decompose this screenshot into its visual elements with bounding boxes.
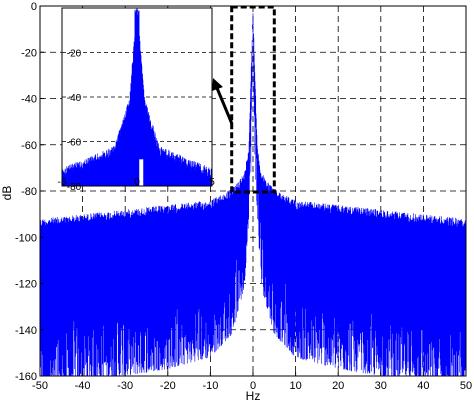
inset-y-tick-label: -20 [67, 49, 82, 60]
y-tick-label: 0 [31, 1, 37, 13]
inset-chart: -20-40-60-80-5 0 5 [58, 7, 215, 193]
x-tick-label: -40 [75, 380, 91, 392]
zoom-arrow [212, 78, 234, 125]
y-tick-label: -100 [15, 232, 37, 244]
x-tick-label: 10 [289, 380, 301, 392]
y-tick-label: -40 [21, 94, 37, 106]
y-tick-label: -120 [15, 279, 37, 291]
x-tick-label: -30 [117, 380, 133, 392]
zoom-box [230, 5, 276, 194]
inset-y-tick-label: -40 [67, 93, 82, 104]
y-axis-label: dB [0, 186, 14, 201]
x-tick-label: 30 [375, 380, 387, 392]
inset-x-tick-label: 0 [134, 177, 140, 188]
y-tick-label: -60 [21, 140, 37, 152]
y-tick-label: -20 [21, 47, 37, 59]
spectrum-series [40, 13, 466, 376]
x-axis-label: Hz [246, 389, 261, 403]
x-tick-label: 50 [460, 380, 472, 392]
x-tick-label: 40 [417, 380, 429, 392]
x-tick-label: -50 [32, 380, 48, 392]
x-tick-label: -10 [202, 380, 218, 392]
axis-ticks: -50 -40 -30 -20 -10 0 10 20 30 40 500-20-40-60-80-… [15, 1, 472, 392]
y-tick-label: -80 [21, 186, 37, 198]
inset-notch [139, 159, 144, 186]
spectrum-trace [40, 13, 466, 376]
x-tick-label: 20 [332, 380, 344, 392]
inset-spectrum-trace [62, 8, 212, 186]
y-tick-label: -140 [15, 325, 37, 337]
inset-y-tick-label: -60 [67, 138, 82, 149]
y-tick-label: -160 [15, 371, 37, 383]
inset-y-tick-label: -80 [67, 182, 82, 193]
inset-spectrum-series [62, 8, 212, 186]
x-tick-label: -20 [160, 380, 176, 392]
x-tick-label: 0 [250, 380, 256, 392]
